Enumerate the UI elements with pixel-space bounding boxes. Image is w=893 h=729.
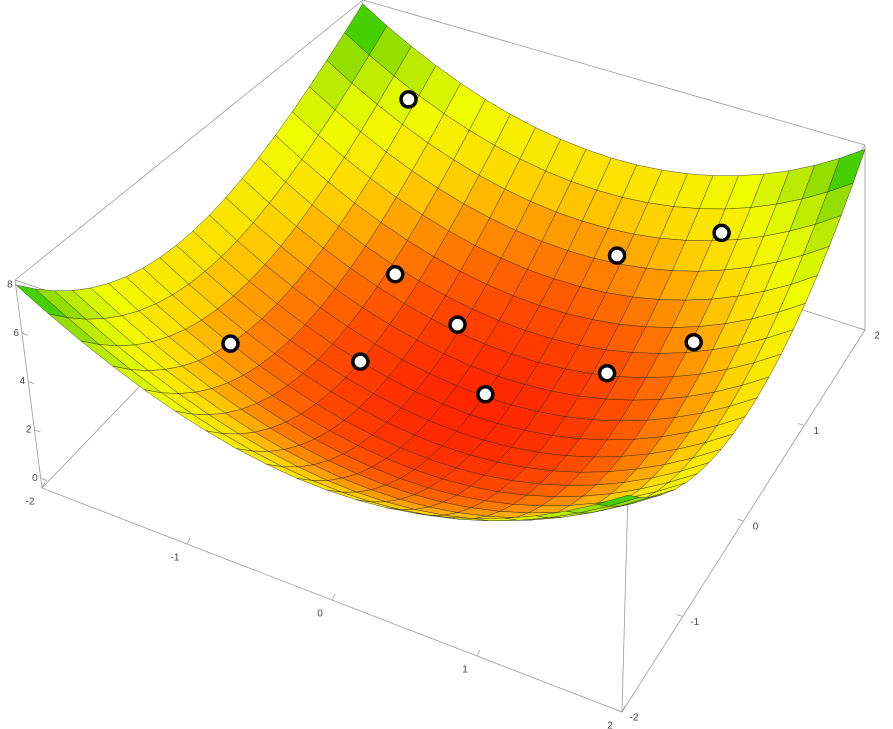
data-point (476, 385, 495, 404)
data-point (607, 246, 627, 265)
x-tick (41, 481, 46, 489)
y-tick (615, 709, 623, 713)
x-tick-label: 0 (317, 609, 323, 620)
x-tick (621, 705, 626, 713)
data-point (399, 90, 418, 109)
x-tick-label: 2 (607, 721, 613, 729)
data-point (597, 363, 617, 383)
x-tick-label: -1 (171, 553, 180, 564)
z-tick-label: 4 (20, 376, 26, 387)
z-tick (28, 381, 35, 384)
z-tick (15, 284, 22, 288)
x-tick-label: 1 (462, 665, 468, 676)
z-tick (34, 429, 41, 433)
data-point (448, 315, 467, 334)
z-tick (21, 332, 29, 336)
data-point (221, 334, 240, 353)
x-tick-label: -2 (26, 497, 35, 508)
box-edge (14, 0, 364, 281)
data-point (351, 352, 370, 371)
data-point (386, 265, 405, 284)
y-tick (798, 423, 805, 426)
data-point (684, 332, 703, 352)
y-tick (858, 327, 866, 331)
y-tick (676, 614, 683, 617)
z-tick-label: 0 (32, 473, 38, 484)
z-tick-label: 6 (13, 328, 19, 339)
box-edge (14, 279, 43, 489)
y-tick (737, 518, 744, 522)
y-tick-label: -2 (630, 713, 639, 724)
y-tick-label: 0 (753, 522, 759, 533)
box-edge (362, 0, 866, 146)
surface (14, 3, 866, 522)
x-tick (331, 593, 336, 601)
data-point (712, 223, 731, 243)
box-edge (621, 489, 629, 713)
z-tick-label: 2 (26, 425, 32, 436)
y-tick-label: 2 (874, 331, 880, 342)
z-tick-label: 8 (7, 279, 13, 290)
z-tick (40, 477, 47, 481)
x-tick (186, 537, 191, 545)
surface-patch (596, 494, 640, 507)
x-tick (476, 649, 481, 657)
y-tick-label: -1 (690, 617, 699, 628)
y-tick-label: 1 (813, 426, 819, 437)
